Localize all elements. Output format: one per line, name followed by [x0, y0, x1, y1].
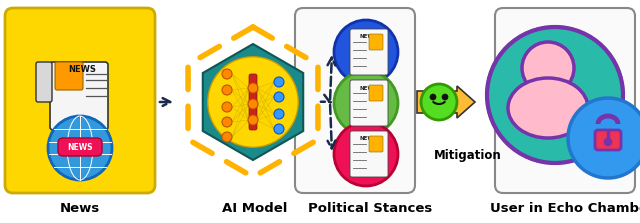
Circle shape — [248, 115, 258, 125]
Circle shape — [442, 94, 448, 100]
Circle shape — [248, 83, 258, 93]
Text: Mitigation: Mitigation — [434, 149, 502, 161]
FancyBboxPatch shape — [369, 34, 383, 50]
Circle shape — [274, 77, 284, 87]
Circle shape — [222, 102, 232, 112]
Circle shape — [522, 42, 574, 94]
Text: AI Model: AI Model — [222, 202, 288, 215]
Text: NEWS: NEWS — [360, 85, 378, 91]
Text: NEWS: NEWS — [67, 142, 93, 151]
Circle shape — [274, 124, 284, 134]
Circle shape — [274, 109, 284, 119]
Circle shape — [222, 132, 232, 142]
Circle shape — [487, 27, 623, 163]
Circle shape — [604, 138, 612, 146]
FancyBboxPatch shape — [249, 74, 257, 130]
Text: NEWS: NEWS — [360, 35, 378, 39]
FancyBboxPatch shape — [50, 62, 108, 130]
Circle shape — [421, 84, 457, 120]
Circle shape — [248, 99, 258, 109]
FancyBboxPatch shape — [350, 131, 388, 177]
FancyBboxPatch shape — [36, 62, 52, 102]
FancyBboxPatch shape — [369, 85, 383, 101]
Circle shape — [334, 122, 398, 186]
Circle shape — [334, 20, 398, 84]
Ellipse shape — [508, 78, 588, 138]
Circle shape — [222, 85, 232, 95]
FancyBboxPatch shape — [295, 8, 415, 193]
FancyBboxPatch shape — [5, 8, 155, 193]
FancyBboxPatch shape — [350, 80, 388, 126]
Circle shape — [430, 94, 436, 100]
Circle shape — [568, 98, 640, 178]
FancyBboxPatch shape — [350, 29, 388, 75]
Circle shape — [334, 71, 398, 135]
Circle shape — [208, 57, 298, 147]
Polygon shape — [203, 44, 303, 160]
Text: News: News — [60, 202, 100, 215]
Circle shape — [48, 116, 112, 180]
FancyBboxPatch shape — [55, 62, 83, 90]
Circle shape — [222, 69, 232, 79]
FancyBboxPatch shape — [58, 138, 102, 156]
Circle shape — [274, 92, 284, 102]
FancyArrow shape — [417, 86, 475, 118]
Text: User in Echo Chamber: User in Echo Chamber — [490, 202, 640, 215]
Circle shape — [222, 117, 232, 127]
Text: NEWS: NEWS — [68, 66, 96, 74]
Text: Political Stances: Political Stances — [308, 202, 432, 215]
FancyBboxPatch shape — [369, 136, 383, 152]
Text: NEWS: NEWS — [360, 136, 378, 142]
FancyBboxPatch shape — [595, 130, 621, 150]
FancyBboxPatch shape — [495, 8, 635, 193]
